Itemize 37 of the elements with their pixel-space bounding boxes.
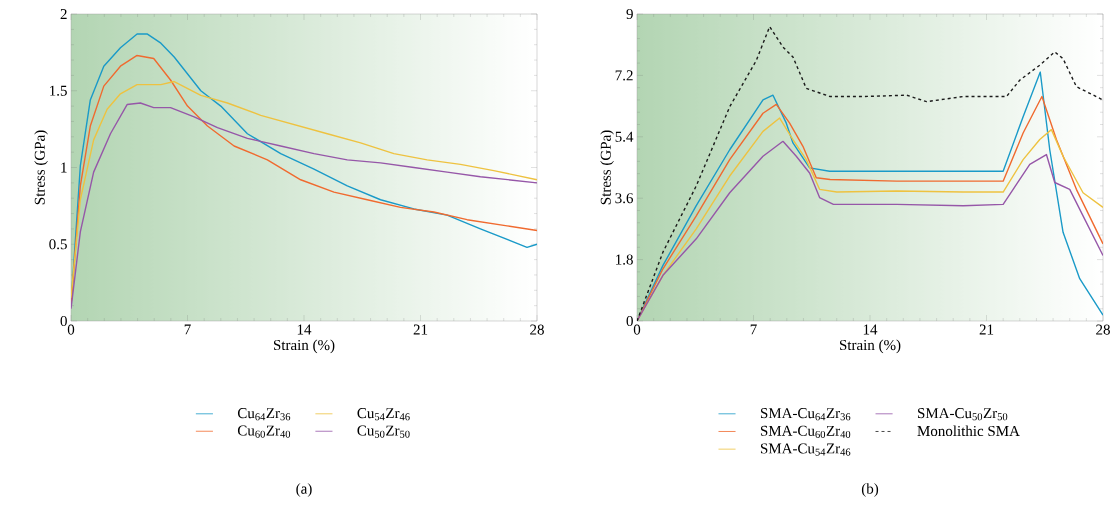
y-tick-label: 0.5	[49, 239, 67, 250]
y-tick-label: 1.5	[50, 85, 67, 96]
y-tick-label: 9	[626, 8, 633, 20]
y-tick-label: 1.8	[616, 254, 633, 265]
x-tick-label: 14	[297, 324, 312, 335]
x-tick-label: 7	[184, 324, 191, 335]
y-tick-label: 0	[60, 315, 67, 327]
legend-label: SMA-Cu$_{64}$Zr$_{36}$	[760, 408, 851, 421]
y-axis-title: Stress (GPa)	[34, 130, 48, 205]
x-tick-label: 0	[633, 324, 641, 335]
x-tick-label: 21	[413, 324, 428, 335]
text: (b)	[861, 483, 879, 497]
y-tick-label: 0	[626, 315, 633, 327]
y-tick-label: 5.4	[615, 131, 634, 142]
legend-label: SMA-Cu$_{54}$Zr$_{46}$	[760, 443, 851, 456]
x-axis-title: Strain (%)	[839, 339, 901, 354]
legend-label: Cu$_{50}$Zr$_{50}$	[357, 425, 410, 438]
x-tick-label: 21	[979, 324, 994, 335]
legend-label: Cu$_{60}$Zr$_{40}$	[237, 425, 291, 438]
y-axis-title: Stress (GPa)	[600, 130, 614, 205]
x-tick-label: 14	[863, 324, 878, 335]
y-tick-label: 7.2	[615, 70, 633, 81]
x-tick-label: 7	[750, 324, 757, 335]
x-tick-label: 28	[530, 324, 544, 335]
legend-label: Cu$_{54}$Zr$_{46}$	[357, 408, 410, 421]
legend-label: SMA-Cu$_{50}$Zr$_{50}$	[918, 408, 1008, 421]
x-tick-label: 28	[1096, 324, 1110, 335]
legend-label: Monolithic SMA	[917, 425, 1020, 437]
x-tick-label: 0	[67, 324, 75, 335]
legend-label: SMA-Cu$_{60}$Zr$_{40}$	[760, 425, 851, 438]
text: (a)	[296, 483, 312, 497]
y-tick-label: 2	[60, 9, 67, 19]
y-tick-label: 1	[61, 162, 67, 173]
legend-label: Cu$_{64}$Zr$_{36}$	[237, 408, 291, 421]
y-tick-label: 3.6	[615, 193, 634, 204]
line-series	[637, 25, 1104, 321]
x-axis-title: Strain (%)	[273, 339, 335, 354]
